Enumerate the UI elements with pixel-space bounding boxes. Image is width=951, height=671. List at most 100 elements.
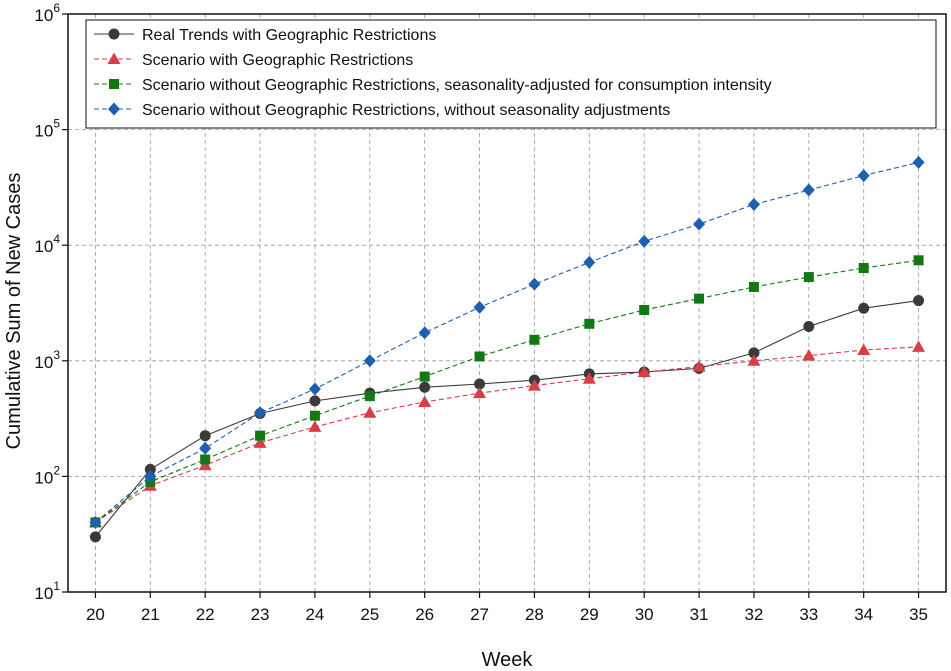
legend-item: Scenario without Geographic Restrictions… bbox=[94, 102, 670, 119]
x-tick-label: 33 bbox=[799, 605, 818, 624]
series-line bbox=[95, 161, 919, 523]
data-point bbox=[802, 183, 815, 197]
x-tick-label: 28 bbox=[525, 605, 544, 624]
data-point bbox=[527, 379, 541, 391]
data-point bbox=[748, 347, 760, 359]
data-point bbox=[639, 305, 650, 316]
data-point bbox=[803, 321, 815, 333]
data-point bbox=[419, 371, 430, 382]
legend-label: Scenario with Geographic Restrictions bbox=[142, 52, 413, 69]
y-tick-label: 104 bbox=[34, 232, 60, 256]
legend-marker bbox=[109, 79, 119, 89]
data-point bbox=[582, 372, 596, 384]
data-point bbox=[419, 381, 431, 393]
x-axis-label: Week bbox=[482, 649, 534, 671]
x-tick-label: 26 bbox=[415, 605, 434, 624]
data-point bbox=[529, 334, 540, 345]
y-tick-label: 106 bbox=[34, 1, 60, 25]
y-tick-label: 105 bbox=[34, 117, 60, 141]
data-point bbox=[418, 326, 431, 340]
x-tick-label: 30 bbox=[635, 605, 654, 624]
data-point bbox=[363, 406, 377, 418]
data-point bbox=[638, 234, 651, 248]
data-point bbox=[308, 382, 321, 396]
data-point bbox=[693, 217, 706, 231]
data-point bbox=[254, 406, 267, 420]
x-tick-label: 31 bbox=[690, 605, 709, 624]
y-tick-label: 103 bbox=[34, 348, 60, 372]
series-3 bbox=[90, 255, 924, 528]
data-point bbox=[255, 430, 266, 441]
series-line bbox=[95, 259, 919, 523]
legend-marker bbox=[108, 102, 120, 116]
data-point bbox=[308, 420, 322, 432]
legend-marker bbox=[107, 52, 121, 64]
data-point bbox=[584, 318, 595, 329]
legend: Real Trends with Geographic Restrictions… bbox=[85, 19, 937, 129]
series-line bbox=[95, 346, 919, 523]
y-tick-label: 101 bbox=[34, 579, 60, 603]
data-point bbox=[200, 454, 211, 465]
data-point bbox=[912, 155, 925, 169]
y-axis-label: Cumulative Sum of New Cases bbox=[3, 173, 25, 450]
data-point bbox=[199, 441, 212, 455]
legend-marker bbox=[108, 28, 120, 40]
legend-item: Scenario without Geographic Restrictions… bbox=[94, 77, 772, 94]
data-point bbox=[144, 469, 157, 483]
data-point bbox=[747, 354, 761, 366]
x-tick-label: 22 bbox=[196, 605, 215, 624]
x-tick-label: 25 bbox=[360, 605, 379, 624]
data-point bbox=[309, 410, 320, 421]
data-point bbox=[913, 255, 924, 266]
data-point bbox=[199, 430, 211, 442]
series-line bbox=[95, 300, 919, 538]
data-point bbox=[913, 295, 925, 307]
data-point bbox=[802, 349, 816, 361]
legend-box bbox=[85, 19, 937, 129]
data-point bbox=[803, 272, 814, 283]
x-tick-label: 34 bbox=[854, 605, 873, 624]
data-point bbox=[748, 281, 759, 292]
data-point bbox=[528, 277, 541, 291]
data-point bbox=[363, 354, 376, 368]
legend-item: Scenario with Geographic Restrictions bbox=[94, 52, 413, 69]
data-point bbox=[857, 169, 870, 183]
data-point bbox=[474, 351, 485, 362]
data-point bbox=[912, 340, 926, 352]
y-tick-label: 102 bbox=[34, 463, 60, 487]
series-4 bbox=[89, 155, 925, 529]
x-tick-label: 29 bbox=[580, 605, 599, 624]
data-point bbox=[857, 343, 871, 356]
data-point bbox=[694, 293, 705, 304]
series-group bbox=[88, 155, 926, 543]
plot-frame bbox=[67, 13, 947, 593]
data-point bbox=[89, 515, 102, 529]
series-1 bbox=[89, 295, 925, 543]
data-point bbox=[583, 255, 596, 269]
x-tick-label: 35 bbox=[909, 605, 928, 624]
data-point bbox=[692, 360, 706, 372]
data-point bbox=[309, 395, 321, 407]
data-point bbox=[364, 391, 375, 402]
data-point bbox=[473, 386, 487, 399]
x-tick-label: 23 bbox=[251, 605, 270, 624]
data-point bbox=[89, 531, 101, 543]
data-point bbox=[144, 463, 156, 475]
data-point bbox=[637, 365, 651, 378]
x-tick-label: 24 bbox=[305, 605, 324, 624]
series-2 bbox=[88, 340, 926, 528]
x-tick-label: 21 bbox=[141, 605, 160, 624]
y-axis: 101 102 103 104 105 106 bbox=[34, 1, 68, 603]
data-point bbox=[473, 300, 486, 314]
data-point bbox=[474, 378, 486, 390]
data-point bbox=[418, 395, 432, 408]
legend-label: Scenario without Geographic Restrictions… bbox=[142, 77, 772, 94]
data-point bbox=[747, 197, 760, 211]
legend-label: Scenario without Geographic Restrictions… bbox=[142, 102, 670, 119]
legend-item: Real Trends with Geographic Restrictions bbox=[94, 27, 436, 44]
data-point bbox=[858, 262, 869, 273]
data-point bbox=[858, 302, 870, 314]
x-tick-label: 20 bbox=[86, 605, 105, 624]
x-tick-label: 32 bbox=[744, 605, 763, 624]
